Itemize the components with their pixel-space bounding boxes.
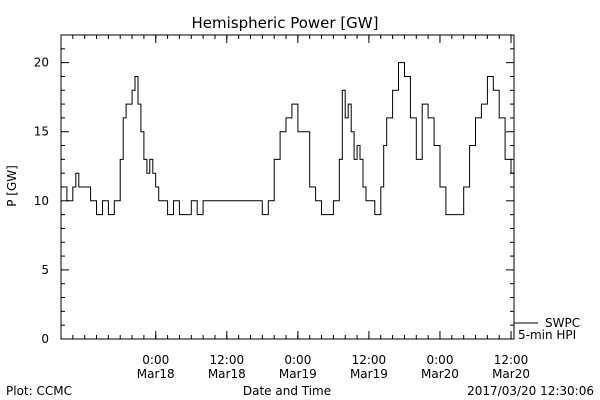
legend-swpc-label: SWPC bbox=[545, 316, 580, 330]
x-tick-date-label: Mar20 bbox=[421, 367, 459, 381]
y-axis-label: P [GW] bbox=[5, 165, 19, 207]
x-tick-date-label: Mar19 bbox=[279, 367, 317, 381]
legend: SWPC 5-min HPI bbox=[514, 316, 580, 342]
legend-hpi-label: 5-min HPI bbox=[518, 328, 576, 342]
x-tick-time-label: 12:00 bbox=[352, 353, 387, 367]
footer-timestamp: 2017/03/20 12:30:06 bbox=[467, 384, 594, 398]
y-tick-label: 15 bbox=[34, 125, 49, 139]
x-tick-time-label: 12:00 bbox=[494, 353, 529, 367]
x-axis-label: Date and Time bbox=[243, 384, 331, 398]
x-tick-date-label: Mar19 bbox=[350, 367, 388, 381]
x-tick-time-label: 12:00 bbox=[210, 353, 245, 367]
x-tick-time-label: 0:00 bbox=[284, 353, 311, 367]
x-tick-date-label: Mar18 bbox=[137, 367, 175, 381]
footer-plot-credit: Plot: CCMC bbox=[6, 384, 72, 398]
x-axis-ticks: 0:00Mar1812:00Mar180:00Mar1912:00Mar190:… bbox=[137, 35, 530, 381]
y-tick-label: 5 bbox=[41, 263, 49, 277]
x-tick-date-label: Mar20 bbox=[492, 367, 530, 381]
y-tick-label: 10 bbox=[34, 194, 49, 208]
y-tick-label: 0 bbox=[41, 332, 49, 346]
x-tick-time-label: 0:00 bbox=[142, 353, 169, 367]
x-tick-date-label: Mar18 bbox=[208, 367, 246, 381]
y-axis-ticks: 0 5 10 15 20 bbox=[34, 56, 514, 346]
y-tick-label: 20 bbox=[34, 56, 49, 70]
series-line-swpc bbox=[61, 62, 514, 216]
x-tick-time-label: 0:00 bbox=[427, 353, 454, 367]
chart-title: Hemispheric Power [GW] bbox=[192, 14, 379, 32]
